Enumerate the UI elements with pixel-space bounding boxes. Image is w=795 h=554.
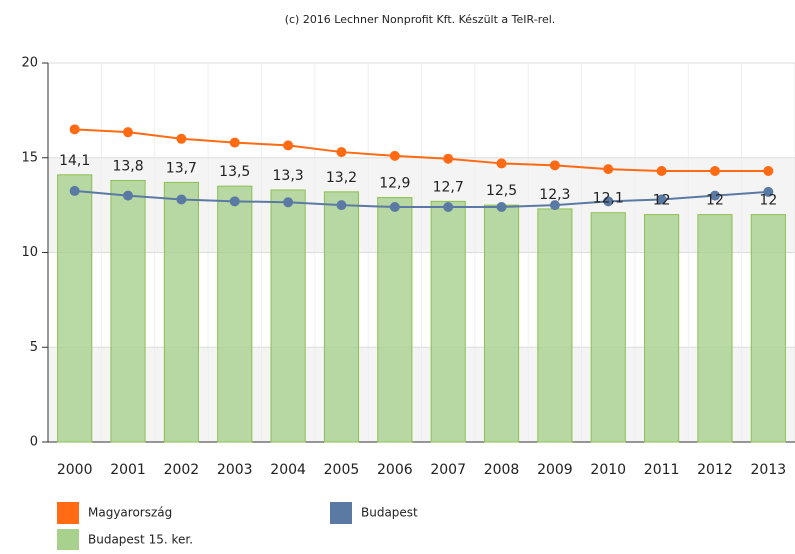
data-label: 12,1: [593, 191, 624, 207]
data-label: 14,1: [59, 153, 90, 169]
legend-label: Budapest 15. ker.: [88, 533, 193, 547]
data-label: 12: [706, 193, 724, 209]
point: [283, 140, 294, 151]
line: [74, 128, 769, 173]
data-label: 12: [759, 193, 777, 209]
data-label: 13,3: [273, 168, 304, 184]
point: [549, 200, 560, 211]
data-label: 12,7: [433, 179, 464, 195]
x-tick-label: 2013: [751, 462, 787, 478]
y-tick-label: 15: [21, 150, 38, 165]
point: [443, 202, 454, 213]
point: [496, 202, 507, 213]
x-tick-label: 2010: [590, 462, 626, 478]
point: [709, 190, 720, 201]
bar: [590, 212, 626, 443]
x-tick-label: 2000: [57, 462, 93, 478]
point: [656, 194, 667, 205]
line: [74, 189, 769, 209]
point: [229, 196, 240, 207]
point: [443, 153, 454, 164]
point: [603, 164, 614, 175]
x-tick-label: 2002: [164, 462, 200, 478]
point: [229, 137, 240, 148]
legend-label: Budapest: [361, 506, 418, 520]
bar: [750, 214, 786, 443]
y-tick-label: 20: [21, 56, 38, 71]
bar: [483, 204, 520, 443]
data-label: 13,2: [326, 170, 357, 186]
point: [336, 147, 347, 158]
x-tick-label: 2012: [697, 462, 733, 478]
x-tick-label: 2008: [484, 462, 520, 478]
x-tick-label: 2001: [110, 462, 146, 478]
bar: [644, 214, 680, 443]
point: [709, 166, 720, 177]
bar: [57, 174, 93, 443]
x-tick-label: 2009: [537, 462, 573, 478]
bar: [697, 214, 733, 443]
point: [176, 133, 187, 144]
bar: [110, 179, 146, 443]
point: [763, 166, 774, 177]
x-tick-label: 2007: [430, 462, 466, 478]
point: [763, 186, 774, 197]
x-tick-label: 2005: [324, 462, 360, 478]
bar: [163, 181, 199, 443]
bar: [430, 200, 466, 443]
point: [69, 124, 80, 135]
chart-title: (c) 2016 Lechner Nonprofit Kft. Készült …: [285, 13, 556, 26]
y-tick-label: 10: [21, 245, 38, 260]
point: [176, 194, 187, 205]
data-label: 12,9: [379, 176, 410, 192]
point: [389, 150, 400, 161]
data-label: 13,7: [166, 160, 197, 176]
y-tick-label: 0: [30, 435, 38, 450]
y-tick-label: 5: [30, 340, 38, 355]
point: [656, 166, 667, 177]
point: [283, 197, 294, 208]
point: [123, 127, 134, 138]
legend-label: Magyarország: [88, 506, 172, 520]
data-label: 12: [653, 193, 671, 209]
data-label: 13,5: [219, 164, 250, 180]
legend-swatch: [57, 529, 79, 551]
x-tick-label: 2011: [644, 462, 680, 478]
bar: [217, 185, 253, 443]
x-tick-label: 2004: [270, 462, 306, 478]
x-tick-label: 2006: [377, 462, 413, 478]
bar: [377, 197, 413, 443]
point: [549, 160, 560, 171]
point: [603, 196, 614, 207]
x-tick-label: 2003: [217, 462, 253, 478]
bar: [323, 191, 360, 443]
bar: [537, 208, 573, 443]
point: [123, 190, 134, 201]
data-label: 12,3: [539, 187, 570, 203]
data-label: 12,5: [486, 183, 517, 199]
legend-swatch: [57, 502, 79, 524]
point: [69, 185, 80, 196]
point: [496, 158, 507, 169]
data-label: 13,8: [112, 158, 143, 174]
point: [389, 202, 400, 213]
point: [336, 200, 347, 211]
legend-swatch: [330, 502, 352, 524]
bar: [270, 189, 306, 443]
